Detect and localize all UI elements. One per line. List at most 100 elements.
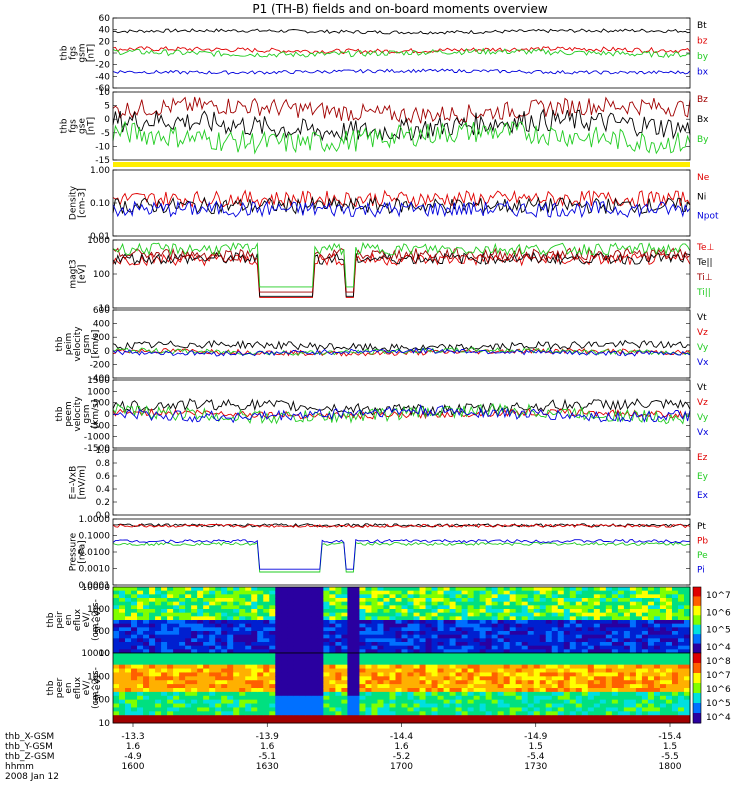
panel-frame-vi	[112, 309, 691, 379]
heatmap-cell	[617, 711, 625, 716]
heatmap-cell	[605, 703, 613, 708]
heatmap-cell	[137, 609, 144, 614]
heatmap-cell	[407, 627, 415, 632]
heatmap-cell	[179, 656, 186, 662]
heatmap-cell	[539, 649, 547, 654]
heatmap-cell	[641, 684, 649, 689]
heatmap-cell	[551, 598, 559, 603]
heatmap-cell	[287, 680, 294, 685]
heatmap-cell	[671, 684, 679, 689]
heatmap-cell	[425, 627, 433, 632]
ytick-ve-4: -500	[90, 421, 111, 431]
heatmap-cell	[683, 609, 691, 614]
heatmap-cell	[155, 623, 162, 628]
heatmap-cell	[347, 638, 354, 643]
heatmap-cell	[545, 605, 553, 610]
heatmap-cell	[395, 645, 402, 650]
heatmap-cell	[629, 645, 637, 650]
heatmap-cell	[581, 699, 589, 705]
heatmap-cell	[335, 601, 342, 606]
heatmap-cell	[389, 656, 396, 662]
heatmap-cell	[269, 695, 276, 701]
heatmap-cell	[431, 672, 439, 677]
heatmap-cell	[623, 703, 631, 708]
heatmap-cell	[491, 695, 499, 701]
heatmap-cell	[113, 676, 120, 681]
heatmap-cell	[179, 605, 186, 610]
heatmap-cell	[281, 680, 288, 685]
heatmap-cell	[659, 668, 667, 673]
heatmap-cell	[461, 711, 469, 716]
heatmap-cell	[521, 653, 529, 658]
heatmap-cell	[371, 587, 378, 592]
heatmap-cell	[533, 668, 541, 673]
heatmap-cell	[401, 691, 409, 697]
series-line-fgs_gse-0	[112, 96, 691, 124]
heatmap-cell	[233, 616, 240, 621]
heatmap-cell	[275, 684, 282, 689]
heatmap-cell	[353, 631, 360, 636]
heatmap-cell	[455, 653, 463, 658]
heatmap-cell	[155, 703, 162, 708]
heatmap-cell	[377, 660, 384, 666]
heatmap-cell	[155, 711, 162, 716]
heatmap-cell	[257, 594, 264, 599]
heatmap-cell	[647, 612, 655, 617]
heatmap-cell	[467, 609, 475, 614]
heatmap-cell	[185, 594, 192, 599]
heatmap-cell	[485, 634, 493, 639]
heatmap-cell	[557, 620, 565, 625]
heatmap-cell	[173, 684, 180, 689]
heatmap-cell	[485, 631, 493, 636]
heatmap-cell	[521, 649, 529, 654]
heatmap-cell	[191, 680, 198, 685]
heatmap-cell	[155, 631, 162, 636]
heatmap-cell	[575, 707, 583, 712]
heatmap-cell	[167, 676, 174, 681]
heatmap-cell	[587, 631, 595, 636]
heatmap-cell	[179, 634, 186, 639]
heatmap-cell	[581, 691, 589, 697]
heatmap-cell	[305, 645, 312, 650]
heatmap-cell	[209, 627, 216, 632]
heatmap-cell	[641, 620, 649, 625]
heatmap-cell	[143, 649, 150, 654]
heatmap-cell	[263, 691, 270, 697]
heatmap-cell	[395, 598, 402, 603]
heatmap-cell	[185, 653, 192, 658]
heatmap-cell	[317, 680, 324, 685]
panel-frame-ve	[112, 379, 691, 449]
heatmap-cell	[329, 719, 336, 724]
heatmap-cell	[287, 719, 294, 724]
heatmap-cell	[395, 609, 402, 614]
heatmap-cell	[245, 616, 252, 621]
heatmap-cell	[353, 594, 360, 599]
heatmap-cell	[449, 668, 457, 673]
heatmap-cell	[215, 634, 222, 639]
heatmap-cell	[155, 627, 162, 632]
heatmap-cell	[545, 653, 553, 658]
heatmap-cell	[389, 695, 396, 701]
heatmap-cell	[365, 668, 372, 673]
heatmap-cell	[317, 699, 324, 705]
heatmap-cell	[137, 623, 144, 628]
heatmap-cell	[287, 612, 294, 617]
heatmap-cell	[587, 620, 595, 625]
heatmap-cell	[233, 601, 240, 606]
heatmap-cell	[197, 656, 204, 662]
heatmap-cell	[197, 620, 204, 625]
heatmap-cell	[371, 627, 378, 632]
heatmap-cell	[287, 634, 294, 639]
heatmap-cell	[281, 691, 288, 697]
heatmap-cell	[173, 707, 180, 712]
heatmap-cell	[215, 609, 222, 614]
heatmap-cell	[341, 707, 348, 712]
heatmap-cell	[659, 642, 667, 647]
heatmap-cell	[125, 638, 132, 643]
heatmap-cell	[389, 684, 396, 689]
heatmap-cell	[149, 707, 156, 712]
heatmap-cell	[443, 587, 451, 592]
heatmap-cell	[431, 616, 439, 621]
heatmap-cell	[593, 715, 601, 720]
heatmap-cell	[407, 631, 415, 636]
